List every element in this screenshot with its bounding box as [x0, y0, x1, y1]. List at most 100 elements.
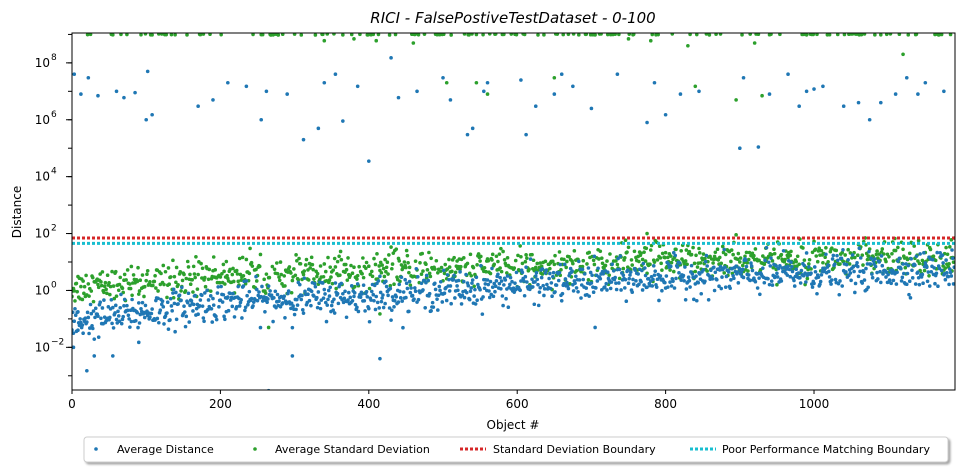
- std-point: [326, 255, 330, 260]
- distance-point: [409, 286, 413, 290]
- distance-outlier-point: [144, 117, 148, 122]
- distance-point: [89, 311, 94, 316]
- std-point: [795, 254, 800, 259]
- std-point: [408, 283, 413, 287]
- distance-point: [776, 266, 781, 271]
- distance-point: [651, 277, 655, 282]
- std-point: [367, 286, 372, 291]
- distance-point: [690, 272, 695, 276]
- distance-point: [381, 293, 385, 297]
- std-point: [194, 254, 198, 259]
- distance-point: [165, 311, 169, 315]
- distance-point: [679, 278, 683, 283]
- distance-point: [617, 281, 621, 285]
- distance-point: [401, 325, 405, 330]
- distance-point: [694, 274, 698, 278]
- distance-point: [113, 311, 117, 315]
- distance-point: [244, 279, 249, 283]
- std-outlier-point: [734, 98, 738, 102]
- distance-point: [731, 273, 735, 278]
- y-tick-exponent: 8: [51, 53, 57, 63]
- distance-outlier-point: [86, 75, 91, 80]
- distance-point: [830, 278, 834, 282]
- std-point: [80, 297, 85, 302]
- legend-marker-average-standard-deviation: [253, 447, 257, 451]
- std-point: [830, 246, 834, 250]
- distance-point: [848, 271, 853, 275]
- distance-point: [240, 316, 244, 320]
- distance-point: [785, 273, 790, 277]
- distance-point: [427, 291, 432, 296]
- std-point: [433, 267, 437, 271]
- distance-point: [818, 282, 822, 287]
- distance-point: [595, 279, 600, 283]
- distance-point: [573, 281, 577, 286]
- distance-point: [169, 304, 174, 308]
- std-point: [86, 282, 91, 286]
- distance-point: [749, 264, 754, 268]
- distance-point: [807, 265, 811, 269]
- distance-point: [456, 288, 460, 293]
- distance-point: [403, 277, 407, 282]
- distance-point: [589, 281, 594, 285]
- std-point: [697, 251, 702, 255]
- std-point: [890, 251, 894, 256]
- distance-point: [626, 281, 631, 286]
- distance-point: [906, 263, 911, 268]
- std-outlier-point: [374, 38, 379, 43]
- std-point: [685, 262, 689, 267]
- distance-point: [394, 294, 399, 299]
- distance-point: [302, 276, 307, 280]
- distance-point: [286, 289, 291, 293]
- distance-point: [926, 270, 931, 274]
- std-point: [490, 252, 495, 257]
- std-point: [903, 265, 908, 270]
- std-point: [382, 274, 387, 279]
- distance-point: [831, 253, 836, 258]
- std-point: [185, 259, 190, 264]
- distance-point: [472, 294, 476, 298]
- std-point: [372, 256, 376, 261]
- std-point: [731, 252, 735, 257]
- distance-point: [917, 282, 922, 287]
- distance-point: [315, 305, 320, 310]
- std-point: [807, 257, 812, 262]
- distance-point: [241, 284, 246, 288]
- std-point: [428, 274, 433, 279]
- distance-point: [221, 292, 226, 297]
- std-point: [280, 33, 285, 37]
- std-point: [577, 33, 581, 37]
- y-tick-label: 10: [35, 283, 50, 297]
- std-point: [695, 265, 700, 269]
- std-point: [465, 261, 470, 266]
- std-point: [753, 247, 758, 251]
- distance-point: [162, 322, 166, 326]
- distance-point: [365, 295, 370, 299]
- std-point: [712, 257, 716, 262]
- distance-point: [413, 286, 417, 290]
- std-point: [492, 262, 497, 267]
- std-point: [191, 264, 196, 269]
- distance-outlier-point: [150, 112, 154, 117]
- distance-point: [796, 271, 801, 275]
- distance-point: [582, 272, 587, 276]
- std-point: [108, 292, 112, 297]
- std-point: [186, 265, 191, 269]
- distance-point: [889, 281, 893, 286]
- std-point: [668, 268, 672, 272]
- distance-point: [675, 265, 680, 269]
- distance-outlier-point: [678, 92, 683, 96]
- std-point: [939, 33, 944, 37]
- distance-point: [205, 288, 209, 293]
- std-point: [720, 244, 725, 249]
- distance-point: [533, 280, 537, 284]
- distance-point: [380, 296, 384, 300]
- distance-point: [819, 273, 824, 277]
- std-point: [131, 273, 136, 277]
- distance-point: [510, 279, 514, 284]
- std-point: [96, 285, 101, 290]
- std-point: [951, 260, 955, 264]
- std-point: [523, 259, 528, 264]
- distance-point: [149, 311, 154, 316]
- distance-point: [792, 284, 797, 288]
